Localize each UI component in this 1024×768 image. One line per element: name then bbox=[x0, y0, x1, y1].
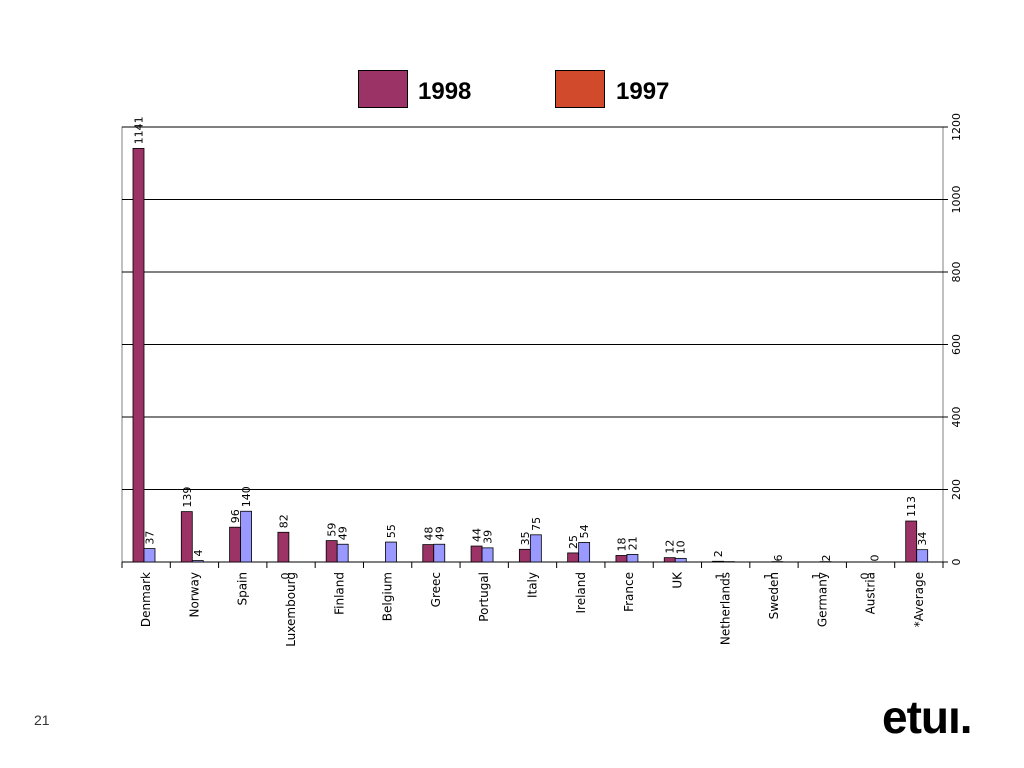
data-label: 49 bbox=[337, 526, 350, 540]
data-label: 39 bbox=[482, 530, 495, 544]
data-label: 139 bbox=[181, 487, 194, 508]
data-label: 34 bbox=[916, 532, 929, 546]
data-label: 140 bbox=[240, 486, 253, 507]
x-tick-label: France bbox=[622, 572, 636, 612]
data-label: 1 bbox=[810, 573, 823, 580]
legend-swatch-1997 bbox=[555, 70, 605, 108]
data-label: 2 bbox=[820, 555, 833, 562]
legend-swatch-1998 bbox=[358, 70, 408, 108]
bar-1997 bbox=[481, 547, 494, 563]
data-label: 59 bbox=[326, 523, 339, 537]
bar-1998 bbox=[180, 511, 193, 563]
legend-label-1998: 1998 bbox=[418, 78, 472, 105]
bar-1998 bbox=[663, 557, 676, 563]
slide-number: 21 bbox=[34, 712, 50, 728]
data-label: 35 bbox=[519, 531, 532, 545]
x-tick-label: Netherlands bbox=[719, 572, 733, 645]
data-label: 6 bbox=[772, 555, 785, 562]
bar-1997 bbox=[143, 548, 156, 563]
bar-1998 bbox=[132, 147, 145, 563]
data-label: 10 bbox=[675, 540, 688, 554]
data-label: 18 bbox=[615, 537, 628, 551]
bar-1998 bbox=[277, 531, 290, 563]
bar-1997 bbox=[674, 557, 687, 563]
y-tick-label: 800 bbox=[950, 262, 963, 283]
data-label: 55 bbox=[385, 524, 398, 538]
data-label: 113 bbox=[905, 496, 918, 517]
x-tick-label: Portugal bbox=[477, 572, 491, 622]
x-tick-label: Italy bbox=[526, 572, 540, 598]
bar-1998 bbox=[518, 548, 531, 563]
y-tick-label: 1200 bbox=[950, 113, 963, 141]
data-label: 0 bbox=[868, 555, 881, 562]
bar-1997 bbox=[433, 543, 446, 563]
x-tick-label: *Average bbox=[912, 572, 926, 627]
bar-1998 bbox=[905, 520, 918, 563]
data-label: 0 bbox=[858, 573, 871, 580]
bar-1997 bbox=[578, 542, 591, 563]
data-label: 48 bbox=[422, 527, 435, 541]
data-label: 75 bbox=[530, 517, 543, 531]
y-tick-label: 600 bbox=[950, 334, 963, 355]
x-tick-label: Denmark bbox=[139, 572, 153, 627]
data-label: 1 bbox=[762, 573, 775, 580]
bar-1997 bbox=[626, 553, 639, 563]
x-tick-label: Ireland bbox=[574, 572, 588, 614]
x-tick-label: Luxembourg bbox=[284, 572, 298, 647]
data-label: 82 bbox=[277, 514, 290, 528]
data-label: 44 bbox=[471, 528, 484, 542]
data-label: 21 bbox=[626, 536, 639, 550]
bar-1998 bbox=[470, 545, 483, 563]
bar-1998 bbox=[712, 560, 724, 563]
data-label: 96 bbox=[229, 509, 242, 523]
data-label: 25 bbox=[567, 535, 580, 549]
bar-1997 bbox=[240, 510, 252, 563]
data-label: 2 bbox=[712, 550, 725, 557]
data-label: 1141 bbox=[133, 116, 146, 144]
x-tick-label: Norway bbox=[187, 572, 201, 618]
bar-1997 bbox=[336, 543, 349, 563]
x-tick-label: Austria bbox=[864, 572, 878, 614]
x-tick-label: Greec bbox=[429, 572, 443, 607]
y-tick-label: 400 bbox=[950, 407, 963, 428]
x-tick-label: Sweden bbox=[767, 572, 781, 619]
data-label: 1 bbox=[714, 573, 727, 580]
x-tick-label: Spain bbox=[236, 572, 250, 606]
bar-1997 bbox=[191, 560, 204, 563]
bar-1998 bbox=[615, 555, 628, 563]
y-tick-label: 200 bbox=[950, 479, 963, 500]
bar-1998 bbox=[229, 526, 241, 563]
data-label: 49 bbox=[433, 526, 446, 540]
x-tick-label: UK bbox=[670, 571, 684, 589]
bar-1998 bbox=[567, 552, 580, 563]
data-label: 0 bbox=[279, 573, 292, 580]
x-tick-label: Germany bbox=[815, 572, 829, 627]
chart-legend: 1998 1997 bbox=[0, 0, 1024, 120]
data-label: 54 bbox=[578, 524, 591, 538]
data-label: 37 bbox=[144, 531, 157, 545]
y-tick-label: 1000 bbox=[950, 186, 963, 214]
y-tick-label: 0 bbox=[950, 559, 963, 566]
x-tick-label: Finland bbox=[332, 572, 346, 615]
bar-1997 bbox=[529, 534, 542, 563]
x-tick-label: Belgium bbox=[381, 572, 395, 621]
data-label: 4 bbox=[192, 550, 205, 557]
bar-1997 bbox=[916, 549, 929, 563]
legend-label-1997: 1997 bbox=[616, 78, 670, 105]
bar-1998 bbox=[422, 544, 435, 563]
data-label: 12 bbox=[664, 540, 677, 554]
bar-1997 bbox=[385, 541, 397, 563]
bar-1998 bbox=[325, 540, 338, 563]
etui-logo: etuı. bbox=[882, 691, 973, 743]
